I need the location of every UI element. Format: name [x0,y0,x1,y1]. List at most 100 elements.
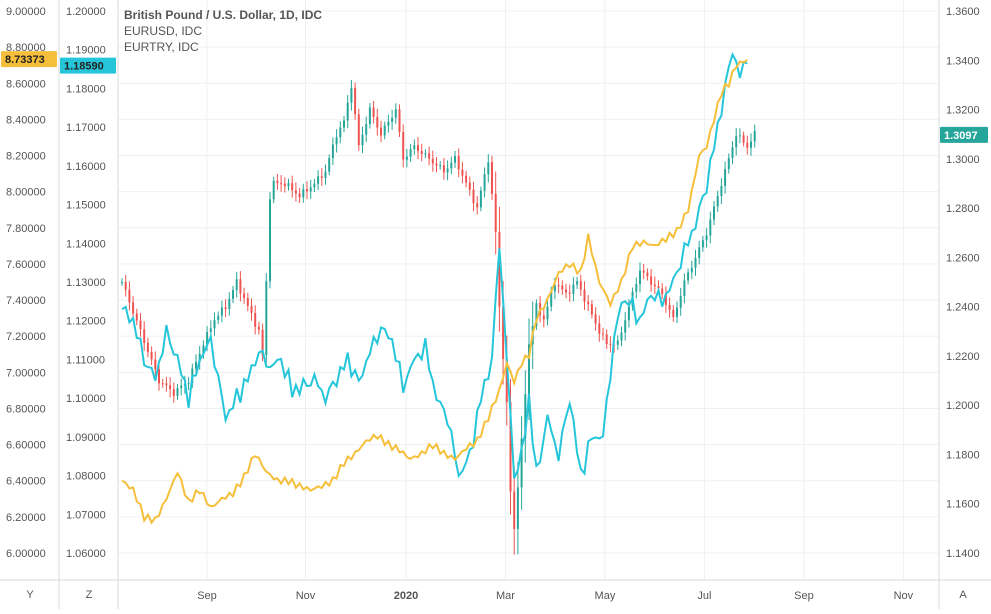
candle-body [454,156,456,163]
candle-body [143,329,146,344]
candle-body [731,147,734,158]
candle-body [246,297,249,306]
candle-body [687,272,690,281]
candle-body [509,402,512,492]
candle-body [254,312,257,327]
candle-body [276,180,279,184]
candle-body [361,134,364,146]
a-axis-button[interactable]: A [959,589,967,601]
candle-body [672,309,675,318]
candle-body [420,151,423,155]
candle-body [468,182,471,190]
gbpusd-last-value-bg [940,126,988,143]
candle-body [590,304,593,315]
candle-body [350,87,353,103]
candle-body [461,169,464,176]
candle-body [365,124,368,135]
eurtry-last-value-bg [1,51,57,68]
candle-body [494,193,497,233]
candle-body [724,169,727,187]
candle-body [727,157,730,170]
candle-body [587,301,590,305]
time-tick-label: Jul [697,590,711,602]
gbpusd-tick-label: 1.3000 [946,154,980,166]
gbpusd-tick-label: 1.1400 [946,548,980,560]
candle-body [572,284,575,294]
candle-body [620,332,623,341]
z-axis-button[interactable]: Z [86,589,93,601]
candle-body [742,135,745,143]
candle-body [479,190,482,208]
candle-body [661,288,664,295]
candle-body [124,282,127,290]
candle-body [738,135,741,137]
candle-body [250,305,253,313]
eurtry-tick-label: 6.40000 [6,476,46,488]
candle-body [542,315,545,320]
candle-body [450,162,453,169]
candle-body [653,284,656,287]
candle-body [320,176,323,178]
grid [118,0,939,580]
candle-body [198,353,201,362]
eurtry-line [121,58,748,525]
candle-body [213,319,216,329]
legend-eurusd[interactable]: EURUSD, IDC [124,24,203,38]
candle-body [372,107,375,117]
candle-body [668,304,671,310]
eurtry-tick-label: 7.60000 [6,259,46,271]
time-tick-label: May [595,590,616,602]
candle-body [750,141,752,148]
candle-body [435,163,438,166]
candle-body [609,343,612,345]
candle-body [642,270,645,273]
candle-body [335,137,338,145]
candle-body [368,107,371,125]
candle-body [594,314,597,324]
legend-eurtry[interactable]: EURTRY, IDC [124,40,199,54]
eurtry-tick-label: 6.60000 [6,440,46,452]
candle-body [705,235,708,241]
candle-body [491,162,493,194]
eurtry-tick-label: 8.20000 [6,151,46,163]
y-axis-button[interactable]: Y [26,589,34,601]
candle-body [121,282,123,283]
candle-body [228,298,231,310]
legend-main-series[interactable]: British Pound / U.S. Dollar, 1D, IDC [124,8,323,22]
candle-body [172,389,175,396]
candle-body [154,359,157,370]
candle-body [716,196,719,207]
eurtry-tick-label: 6.80000 [6,403,46,415]
candle-body [424,153,427,155]
eurusd-tick-label: 1.16000 [66,161,106,173]
candle-body [169,385,172,390]
candle-body [357,114,360,146]
candle-body [158,369,160,384]
eurusd-tick-label: 1.08000 [66,471,106,483]
candle-body [753,130,756,142]
candle-body [405,156,408,160]
gbpusd-tick-label: 1.2400 [946,302,980,314]
candle-body [195,361,197,369]
candle-body [431,158,434,164]
eurtry-tick-label: 7.00000 [6,367,46,379]
eurusd-tick-label: 1.10000 [66,393,106,405]
candle-body [235,279,238,291]
gbpusd-tick-label: 1.2200 [946,351,980,363]
candle-body [442,165,445,173]
candle-body [232,290,234,299]
eurtry-tick-label: 9.00000 [6,6,46,18]
candle-body [713,206,715,220]
candle-body [209,328,212,332]
eurusd-tick-label: 1.09000 [66,432,106,444]
candle-body [413,145,416,150]
candle-body [302,189,305,198]
candle-body [417,145,419,152]
candle-body [690,267,693,273]
candle-body [146,343,149,352]
candle-body [272,180,275,200]
candle-body [261,329,264,356]
eurusd-tick-label: 1.19000 [66,45,106,57]
